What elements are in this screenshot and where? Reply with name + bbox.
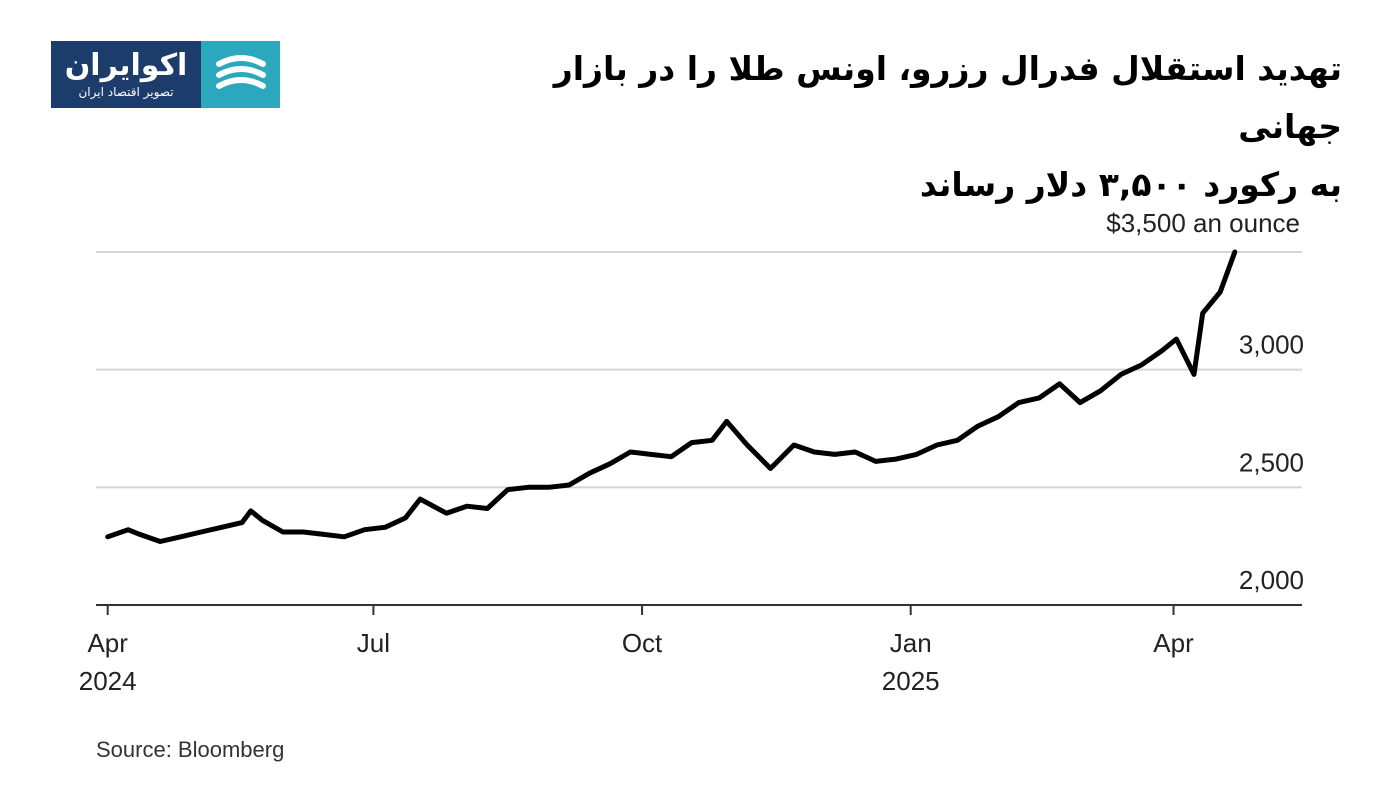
title-line-2: به رکورد ۳,۵۰۰ دلار رساند [919, 165, 1342, 204]
source-note: Source: Bloomberg [96, 737, 285, 762]
y-tick-label: 3,000 [1239, 330, 1304, 360]
x-tick-label: Jul [357, 628, 390, 658]
logo-wordmark: اکوایران تصویر اقتصاد ایران [51, 41, 201, 108]
logo-tagline: تصویر اقتصاد ایران [78, 84, 174, 99]
x-tick-label: Oct [622, 628, 663, 658]
wave-stripes-icon [201, 41, 280, 108]
grid-lines [96, 251, 1302, 489]
gold-price-line [105, 249, 1238, 544]
y-tick-label: 2,500 [1239, 447, 1304, 477]
x-tick-year-label: 2025 [882, 666, 940, 696]
chart-title: تهدید استقلال فدرال رزرو، اونس طلا را در… [522, 40, 1342, 214]
x-tick-year-label: 2024 [79, 666, 137, 696]
x-tick-label: Apr [1153, 628, 1194, 658]
x-axis: Apr 2024 Jul Oct Jan 2025 Apr [79, 604, 1302, 696]
x-tick-label: Jan [890, 628, 932, 658]
y-tick-label: 2,000 [1239, 565, 1304, 595]
title-line-1: تهدید استقلال فدرال رزرو، اونس طلا را در… [553, 49, 1342, 146]
y-axis-labels: 2,000 2,500 3,000 [1239, 330, 1304, 595]
brand-logo: اکوایران تصویر اقتصاد ایران [51, 41, 280, 108]
unit-label: $3,500 an ounce [1106, 208, 1300, 238]
logo-name: اکوایران [64, 47, 188, 83]
x-tick-label: Apr [87, 628, 128, 658]
